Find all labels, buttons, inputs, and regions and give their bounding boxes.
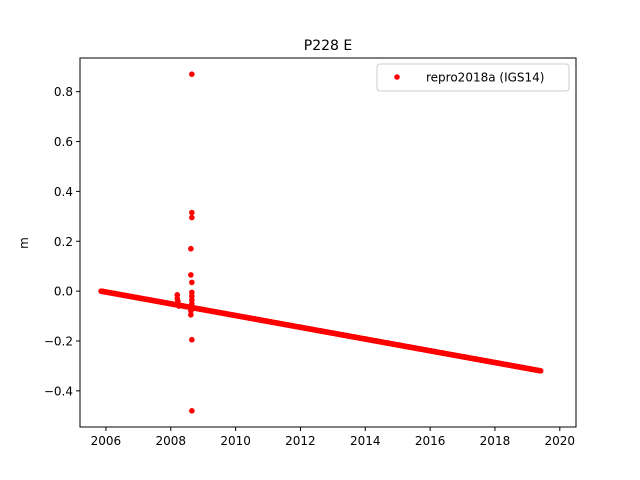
- legend-marker: [394, 74, 400, 80]
- x-tick-label: 2012: [285, 434, 316, 448]
- x-tick-label: 2016: [415, 434, 446, 448]
- data-point: [189, 336, 195, 343]
- legend-box: [376, 63, 570, 92]
- y-tick-label: 0.8: [54, 85, 73, 99]
- data-point: [188, 272, 194, 278]
- data-point: [189, 209, 195, 216]
- x-tick-label: 2008: [155, 434, 186, 448]
- data-point: [188, 312, 194, 318]
- data-point: [537, 368, 544, 374]
- y-tick-label: −0.2: [44, 334, 73, 348]
- x-tick-label: 2018: [480, 434, 511, 448]
- y-tick-label: 0.0: [54, 285, 73, 299]
- y-axis: −0.4 −0.2 0.0 0.2 0.4 0.6 0.8: [44, 85, 80, 398]
- data-point: [176, 303, 182, 309]
- data-point: [189, 214, 195, 221]
- data-point: [188, 245, 194, 252]
- data-point: [189, 407, 195, 414]
- x-tick-label: 2014: [350, 434, 381, 448]
- legend: repro2018a (IGS14): [376, 63, 570, 92]
- x-tick-label: 2020: [545, 434, 576, 448]
- x-tick-label: 2006: [91, 434, 122, 448]
- chart-title: P228 E: [304, 38, 352, 54]
- y-tick-label: 0.4: [54, 185, 73, 199]
- points-layer: [98, 71, 544, 414]
- y-axis-title: m: [17, 237, 31, 249]
- y-tick-label: −0.4: [44, 384, 73, 398]
- legend-label: repro2018a (IGS14): [426, 71, 544, 85]
- x-axis: 2006 2008 2010 2012 2014 2016 2018 2020: [91, 427, 575, 448]
- axes-frame: [79, 57, 577, 428]
- x-tick-label: 2010: [220, 434, 251, 448]
- y-tick-label: 0.6: [54, 135, 73, 149]
- y-tick-label: 0.2: [54, 235, 73, 249]
- data-point: [175, 298, 181, 304]
- data-point: [189, 71, 195, 78]
- data-point: [189, 279, 195, 286]
